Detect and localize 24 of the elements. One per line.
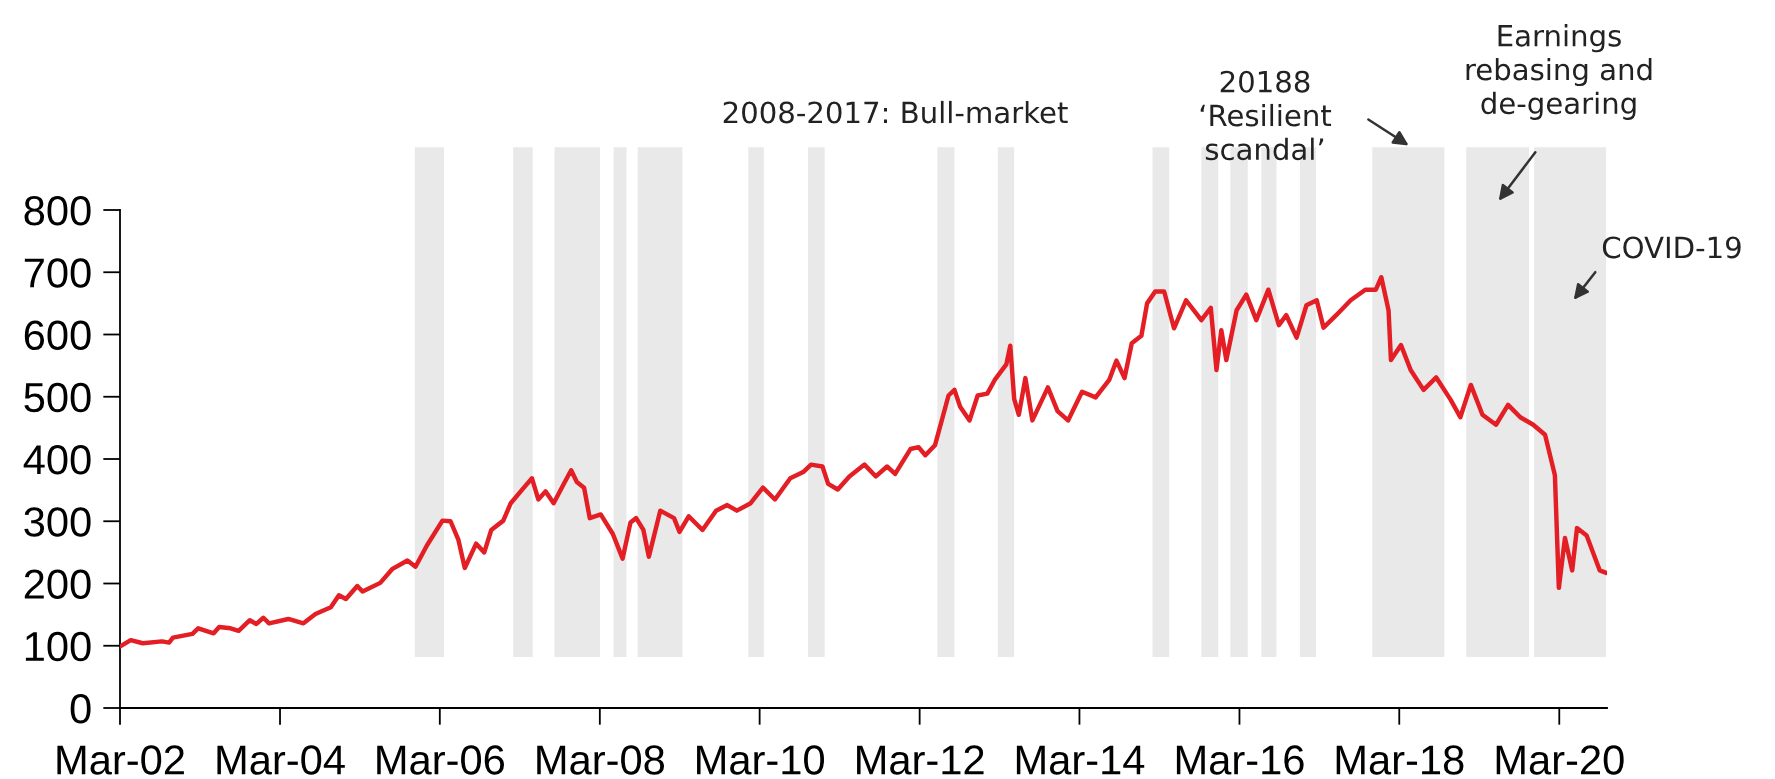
y-tick-label: 700 [24,258,91,288]
x-tick-label: Mar-18 [1336,745,1464,775]
text: 2008-2017: Bull-market [723,100,1068,124]
y-tick-label: 0 [70,694,91,724]
x-tick-label: Mar-20 [1496,745,1624,775]
x-tick-label: Mar-10 [697,745,824,775]
y-tick-label: 600 [24,320,91,351]
y-tick-label: 500 [24,382,91,413]
x-tick-label: Mar-14 [1016,745,1145,775]
x-tick-label: Mar-08 [537,745,665,775]
y-tick-label: 800 [24,196,91,226]
annotation: COVID-19 [1602,236,1741,259]
x-tick-label: Mar-12 [857,745,984,775]
y-tick-label: 300 [24,507,91,537]
y-tick-label: 100 [25,631,91,662]
y-tick-label: 400 [23,445,91,475]
line-series [120,275,1607,649]
x-tick-label: Mar-04 [217,745,345,775]
x-tick-label: Mar-02 [57,745,184,775]
text: 20188 ‘Resilient scandal’ [1200,70,1332,161]
text: Earnings rebasing and de-gearing [1466,24,1652,120]
x-tick-label: Mar-16 [1176,745,1304,775]
x-tick-label: Mar-06 [377,745,504,775]
y-tick-label: 200 [24,569,91,600]
